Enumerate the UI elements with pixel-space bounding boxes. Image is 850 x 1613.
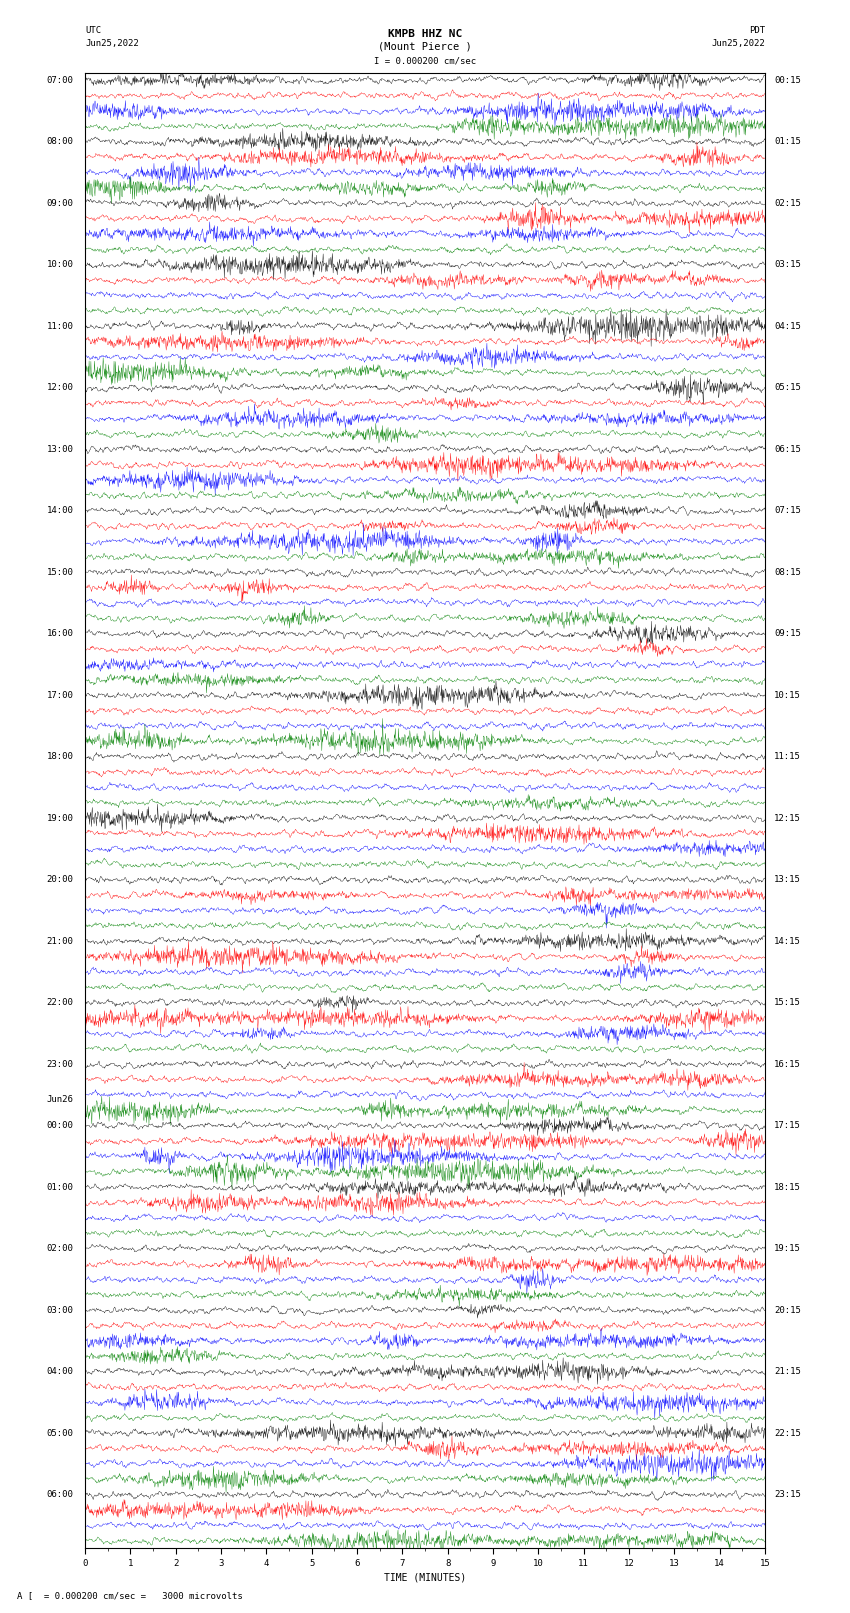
Text: Jun25,2022: Jun25,2022 <box>711 39 765 48</box>
Text: 18:15: 18:15 <box>774 1182 801 1192</box>
Text: 15:00: 15:00 <box>47 568 74 577</box>
Text: 09:15: 09:15 <box>774 629 801 639</box>
Text: 07:00: 07:00 <box>47 76 74 85</box>
Text: 17:00: 17:00 <box>47 690 74 700</box>
Text: A [  = 0.000200 cm/sec =   3000 microvolts: A [ = 0.000200 cm/sec = 3000 microvolts <box>17 1590 243 1600</box>
Text: 03:15: 03:15 <box>774 260 801 269</box>
Text: 21:15: 21:15 <box>774 1368 801 1376</box>
Text: 01:15: 01:15 <box>774 137 801 147</box>
Text: (Mount Pierce ): (Mount Pierce ) <box>378 42 472 52</box>
Text: 12:00: 12:00 <box>47 384 74 392</box>
Text: 04:00: 04:00 <box>47 1368 74 1376</box>
Text: 10:15: 10:15 <box>774 690 801 700</box>
Text: 18:00: 18:00 <box>47 752 74 761</box>
Text: 00:15: 00:15 <box>774 76 801 85</box>
Text: 04:15: 04:15 <box>774 321 801 331</box>
Text: 09:00: 09:00 <box>47 198 74 208</box>
Text: 23:00: 23:00 <box>47 1060 74 1069</box>
Text: 14:15: 14:15 <box>774 937 801 945</box>
Text: 06:15: 06:15 <box>774 445 801 453</box>
Text: 08:15: 08:15 <box>774 568 801 577</box>
Text: 21:00: 21:00 <box>47 937 74 945</box>
Text: 16:15: 16:15 <box>774 1060 801 1069</box>
Text: KMPB HHZ NC: KMPB HHZ NC <box>388 29 462 39</box>
Text: 06:00: 06:00 <box>47 1490 74 1498</box>
Text: Jun25,2022: Jun25,2022 <box>85 39 139 48</box>
Text: Jun26: Jun26 <box>47 1095 74 1103</box>
Text: 15:15: 15:15 <box>774 998 801 1007</box>
Text: 20:00: 20:00 <box>47 876 74 884</box>
Text: 02:15: 02:15 <box>774 198 801 208</box>
Text: 17:15: 17:15 <box>774 1121 801 1131</box>
Text: 11:15: 11:15 <box>774 752 801 761</box>
Text: 10:00: 10:00 <box>47 260 74 269</box>
Text: 07:15: 07:15 <box>774 506 801 515</box>
Text: 00:00: 00:00 <box>47 1121 74 1131</box>
Text: 20:15: 20:15 <box>774 1305 801 1315</box>
Text: PDT: PDT <box>749 26 765 35</box>
Text: 11:00: 11:00 <box>47 321 74 331</box>
Text: 16:00: 16:00 <box>47 629 74 639</box>
Text: 13:15: 13:15 <box>774 876 801 884</box>
Text: 05:00: 05:00 <box>47 1429 74 1437</box>
Text: 13:00: 13:00 <box>47 445 74 453</box>
Text: 05:15: 05:15 <box>774 384 801 392</box>
Text: 14:00: 14:00 <box>47 506 74 515</box>
Text: I = 0.000200 cm/sec: I = 0.000200 cm/sec <box>374 56 476 66</box>
Text: 02:00: 02:00 <box>47 1244 74 1253</box>
Text: 03:00: 03:00 <box>47 1305 74 1315</box>
Text: 22:15: 22:15 <box>774 1429 801 1437</box>
Text: 01:00: 01:00 <box>47 1182 74 1192</box>
Text: 08:00: 08:00 <box>47 137 74 147</box>
Text: 19:00: 19:00 <box>47 813 74 823</box>
Text: 19:15: 19:15 <box>774 1244 801 1253</box>
Text: UTC: UTC <box>85 26 101 35</box>
Text: 12:15: 12:15 <box>774 813 801 823</box>
Text: 22:00: 22:00 <box>47 998 74 1007</box>
X-axis label: TIME (MINUTES): TIME (MINUTES) <box>384 1573 466 1582</box>
Text: 23:15: 23:15 <box>774 1490 801 1498</box>
